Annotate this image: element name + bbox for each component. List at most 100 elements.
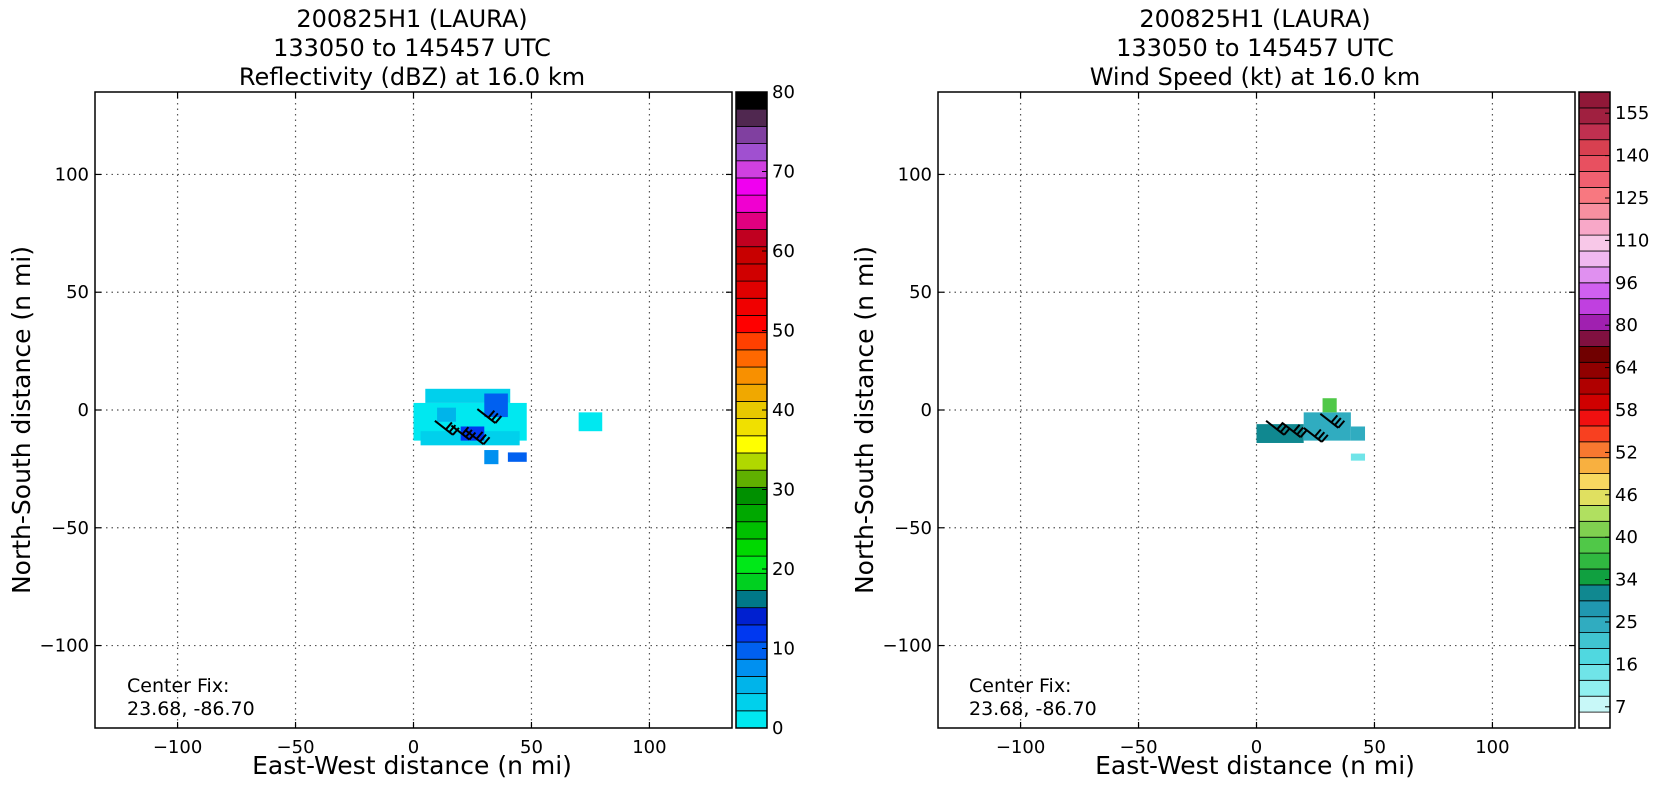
x-tick-label: −50	[277, 737, 315, 758]
colorbar-segment	[1578, 616, 1611, 634]
colorbar-tick-label: 96	[1615, 273, 1638, 294]
wind-barb	[434, 420, 460, 436]
reflectivity-panel: 200825H1 (LAURA) 133050 to 145457 UTC Re…	[7, 5, 795, 780]
colorbar-segment	[735, 229, 768, 248]
barb-flag	[1296, 426, 1304, 436]
y-tick-label: 50	[909, 282, 932, 303]
colorbar-segment	[735, 246, 768, 265]
chart-title-line-2: 133050 to 145457 UTC	[1116, 34, 1394, 62]
x-tick-label: −100	[996, 737, 1045, 758]
barb-flag	[1292, 424, 1301, 433]
colorbar-segment	[1578, 568, 1611, 586]
plot-frame	[937, 91, 1576, 729]
colorbar-tick-label: 30	[772, 480, 795, 501]
echo-cell	[507, 452, 527, 462]
colorbar-segment	[1578, 473, 1611, 490]
echo-cell	[1322, 398, 1337, 413]
colorbar-tick-label: 80	[1615, 315, 1638, 336]
barb-flag	[1314, 428, 1322, 438]
echo-cell	[1350, 453, 1366, 461]
plot-area: −100 −50 0 50 100 −100 −50 0 50 100	[40, 91, 733, 758]
colorbar-segment	[1578, 202, 1611, 220]
colorbar-segment	[1578, 409, 1611, 427]
colorbar-segment	[1578, 632, 1611, 649]
colorbar-segment	[735, 297, 768, 316]
colorbar-segment	[735, 469, 768, 488]
x-tick-label: 100	[632, 737, 666, 758]
colorbar-tick-label: 16	[1615, 654, 1638, 675]
x-tick-label: 0	[408, 737, 419, 758]
center-fix-coordinates: 23.68, -86.70	[969, 698, 1097, 720]
x-tick-label: 50	[1363, 737, 1386, 758]
chart-title-line-3: Wind Speed (kt) at 16.0 km	[1090, 63, 1421, 91]
barb-flag	[452, 427, 460, 436]
colorbar-tick-label: 10	[772, 639, 795, 660]
colorbar-segment	[735, 383, 768, 402]
colorbar-segment	[735, 177, 768, 196]
colorbar-segment	[1578, 155, 1611, 172]
y-tick-label: 0	[921, 400, 932, 421]
colorbar-segment	[735, 607, 768, 626]
colorbar-segment	[1578, 584, 1611, 602]
colorbar-tick-label: 50	[772, 321, 795, 342]
echo-cell	[484, 393, 508, 418]
colorbar-segment	[1578, 250, 1611, 268]
colorbar: 0 10 20 30 40 50 60 70 80	[735, 82, 795, 739]
y-tick-label: −50	[894, 518, 932, 539]
barb-flag	[448, 424, 457, 433]
colorbar-tick-label: 58	[1615, 400, 1638, 421]
x-tick-label: −50	[1120, 737, 1158, 758]
barb-flag	[1330, 414, 1339, 424]
colorbar-tick-label: 110	[1615, 230, 1649, 251]
colorbar-segment	[735, 349, 768, 368]
x-tick-label: 0	[1251, 737, 1262, 758]
y-tick-label: −100	[883, 636, 932, 657]
chart-title-line-2: 133050 to 145457 UTC	[273, 34, 551, 62]
colorbar-segment	[735, 710, 768, 729]
colorbar-segment	[1578, 107, 1611, 125]
x-tick-label: 50	[520, 737, 543, 758]
chart-title-line-1: 200825H1 (LAURA)	[296, 5, 527, 33]
colorbar-segment	[1578, 520, 1611, 538]
colorbar-segment	[735, 366, 768, 385]
wind-barb	[1303, 427, 1329, 443]
colorbar-tick-label: 20	[772, 559, 795, 580]
y-axis-label: North-South distance (n mi)	[7, 246, 36, 594]
colorbar-tick-label: 52	[1615, 442, 1638, 463]
colorbar-segment	[1578, 139, 1611, 156]
colorbar-segment	[1578, 536, 1611, 554]
echo-cell	[484, 450, 499, 465]
barb-flag	[482, 436, 491, 445]
colorbar-tick-label: 155	[1615, 103, 1649, 124]
barb-flag	[1334, 417, 1342, 426]
y-tick-label: 100	[898, 164, 932, 185]
colorbar-tick-label: 60	[772, 241, 795, 262]
colorbar-segment	[735, 125, 768, 144]
barb-flag	[1276, 421, 1284, 431]
colorbar-segment	[735, 504, 768, 523]
barb-flag	[491, 412, 499, 422]
colorbar-segment	[735, 91, 768, 110]
colorbar-segment	[1578, 504, 1611, 522]
colorbar-tick-label: 125	[1615, 188, 1649, 209]
colorbar-segment	[735, 211, 768, 230]
y-tick-label: 50	[66, 282, 89, 303]
colorbar-segment	[735, 624, 768, 643]
colorbar-segment	[1578, 393, 1611, 411]
x-axis-label: East-West distance (n mi)	[252, 751, 572, 780]
colorbar-segment	[1578, 234, 1611, 252]
colorbar-segment	[735, 108, 768, 127]
barb-flag	[1299, 429, 1308, 438]
barb-flag	[445, 421, 453, 431]
y-axis-label: North-South distance (n mi)	[850, 246, 879, 594]
x-tick-label: 100	[1475, 737, 1509, 758]
colorbar-segment	[735, 194, 768, 213]
y-tick-label: 0	[78, 400, 89, 421]
colorbar-segment	[735, 676, 768, 695]
colorbar-segment	[1578, 679, 1611, 697]
colorbar-segment	[1578, 361, 1611, 379]
barb-flag	[494, 415, 503, 424]
wind-speed-panel: 200825H1 (LAURA) 133050 to 145457 UTC Wi…	[850, 5, 1649, 780]
colorbar-segment	[1578, 91, 1611, 109]
